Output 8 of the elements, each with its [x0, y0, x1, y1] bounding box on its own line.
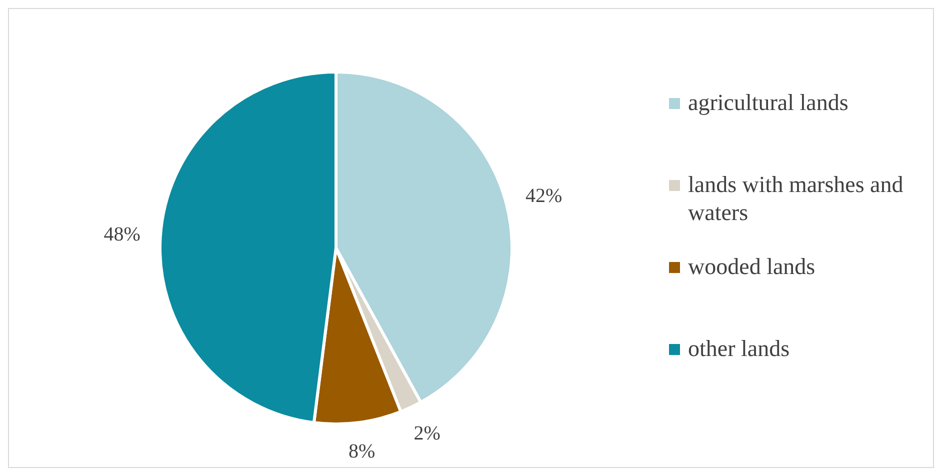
data-label: 8%: [348, 440, 376, 463]
legend-label: lands with marshes and waters: [688, 171, 904, 227]
legend-label: agricultural lands: [688, 89, 848, 117]
data-label: 42%: [526, 185, 562, 208]
data-label: 2%: [414, 422, 440, 445]
data-label: 48%: [104, 223, 140, 246]
legend-label: other lands: [688, 335, 790, 363]
legend-label: wooded lands: [688, 253, 816, 281]
